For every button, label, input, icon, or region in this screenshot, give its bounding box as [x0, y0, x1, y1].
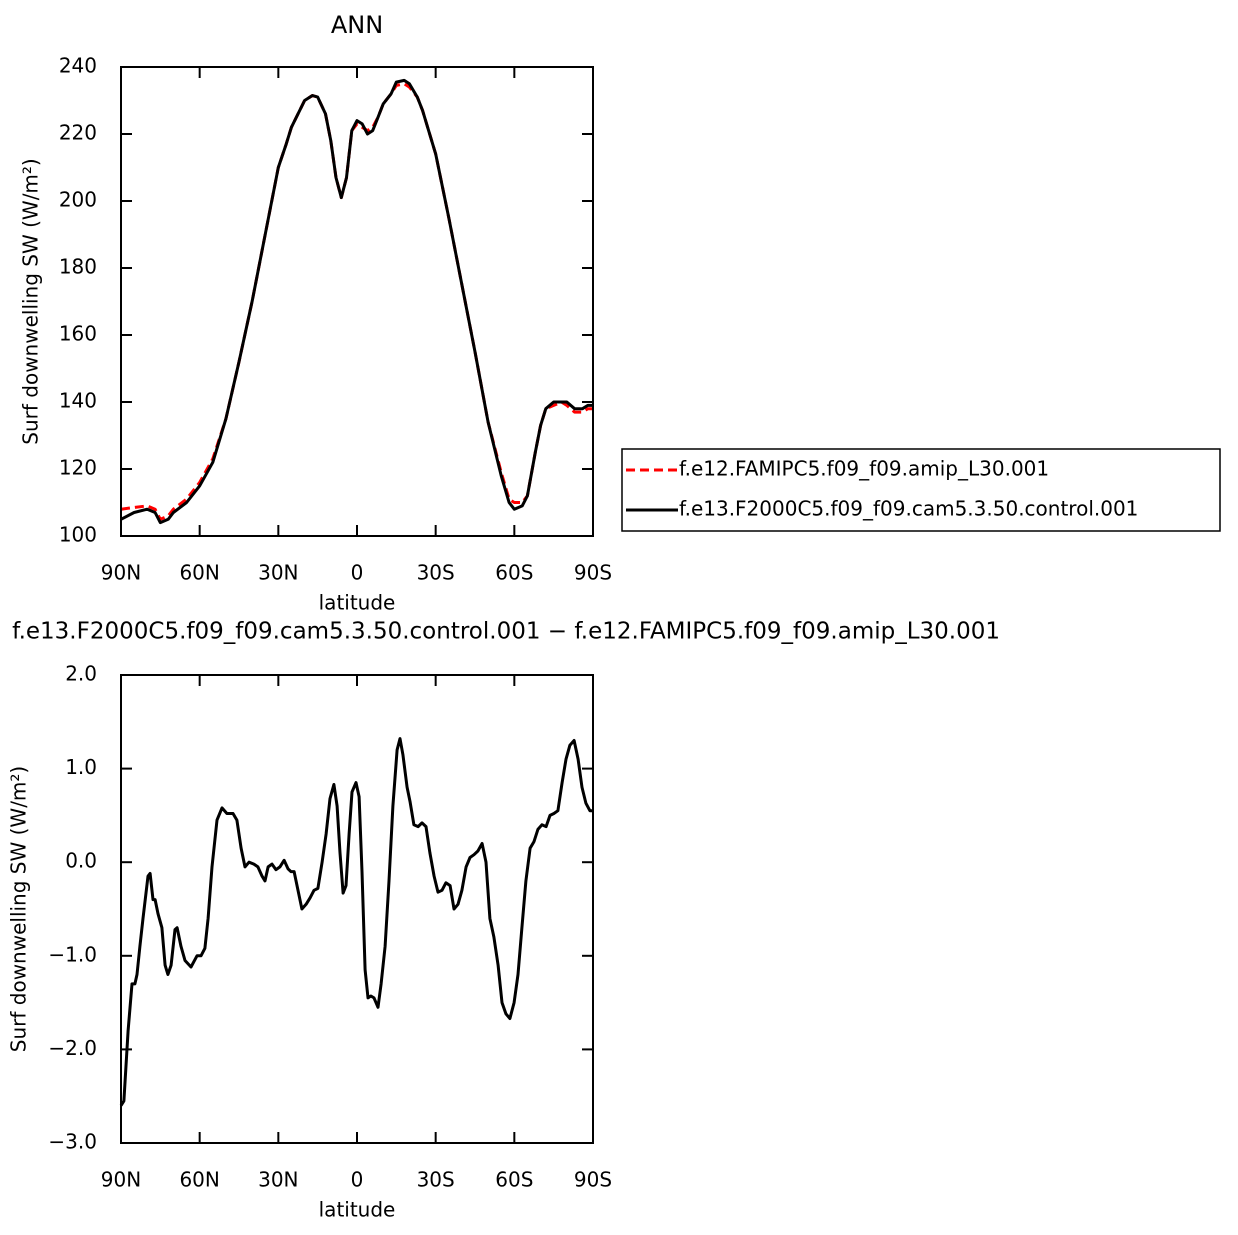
chart-title: ANN	[331, 11, 383, 39]
y-tick-label: 200	[59, 188, 97, 212]
plot-frame	[120, 674, 594, 1144]
x-tick-label: 30S	[417, 1168, 455, 1192]
y-axis-label: Surf downwelling SW (W/m²)	[7, 766, 31, 1052]
x-tick-label: 0	[351, 1168, 364, 1192]
y-tick-label: −1.0	[48, 942, 97, 966]
x-tick-label: 30N	[258, 561, 298, 585]
y-tick-label: 0.0	[65, 849, 97, 873]
data-line	[120, 82, 593, 521]
legend-box	[621, 448, 1221, 532]
y-tick-label: 1.0	[65, 755, 97, 779]
y-axis-label: Surf downwelling SW (W/m²)	[19, 158, 43, 444]
y-tick-label: 120	[59, 456, 97, 480]
y-tick-label: 100	[59, 523, 97, 547]
x-tick-label: 60N	[179, 561, 219, 585]
data-line	[119, 737, 593, 1107]
x-axis-label: latitude	[319, 1198, 396, 1222]
y-tick-label: −3.0	[48, 1130, 97, 1154]
y-tick-label: 160	[59, 322, 97, 346]
chart-title: f.e13.F2000C5.f09_f09.cam5.3.50.control.…	[12, 619, 1000, 645]
legend-label: f.e13.F2000C5.f09_f09.cam5.3.50.control.…	[679, 497, 1138, 521]
y-tick-label: −2.0	[48, 1036, 97, 1060]
x-tick-label: 30N	[258, 1168, 298, 1192]
y-tick-label: 2.0	[65, 662, 97, 686]
x-tick-label: 0	[351, 561, 364, 585]
x-axis-label: latitude	[319, 591, 396, 615]
x-tick-label: 60S	[495, 561, 533, 585]
x-tick-label: 90N	[101, 561, 141, 585]
plot-frame	[120, 66, 594, 537]
x-tick-label: 90S	[574, 1168, 612, 1192]
x-tick-label: 60N	[179, 1168, 219, 1192]
y-tick-label: 220	[59, 121, 97, 145]
y-tick-label: 140	[59, 389, 97, 413]
y-tick-label: 240	[59, 54, 97, 78]
x-tick-label: 90S	[574, 561, 612, 585]
x-tick-label: 60S	[495, 1168, 533, 1192]
legend-label: f.e12.FAMIPC5.f09_f09.amip_L30.001	[679, 457, 1049, 481]
y-tick-label: 180	[59, 255, 97, 279]
x-tick-label: 30S	[417, 561, 455, 585]
data-line	[120, 78, 593, 525]
x-tick-label: 90N	[101, 1168, 141, 1192]
